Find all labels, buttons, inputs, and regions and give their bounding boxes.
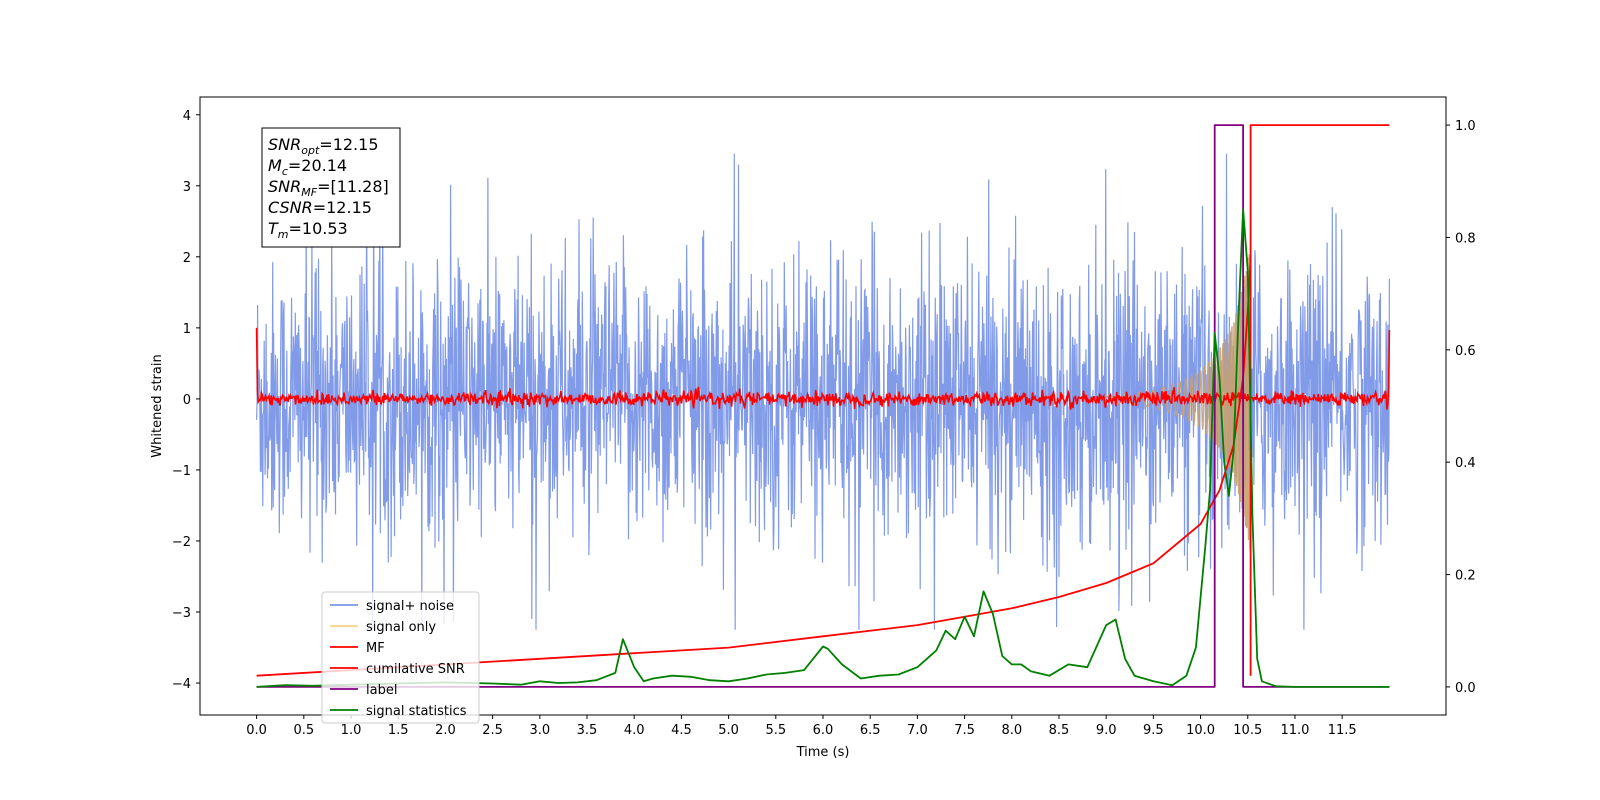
info-symbol: SNR [268,177,301,196]
x-tick-label: 9.5 [1143,723,1164,738]
x-tick-label: 11.0 [1280,723,1309,738]
x-tick-label: 2.0 [435,723,456,738]
info-box-frame [261,127,401,248]
x-tick-label: 5.0 [718,723,739,738]
y-tick-label: −1 [172,464,191,479]
x-tick-label: 0.5 [293,723,314,738]
x-tick-label: 7.0 [907,723,928,738]
signal-statistics-line [256,208,1390,688]
legend: signal+ noise signal only MF cumilative SNR… [321,591,480,724]
legend-label: label [366,683,397,698]
x-tick-label: 7.5 [954,723,975,738]
info-value: =10.53 [289,219,348,238]
info-value: =[11.28] [317,177,389,196]
info-symbol: T [268,219,279,238]
info-subscript: opt [301,144,320,157]
info-subscript: MF [301,186,317,199]
info-value: =12.15 [313,198,372,217]
x-tick-label: 1.5 [388,723,409,738]
label-line [256,124,1390,688]
legend-label: signal only [366,620,436,635]
y-tick-label: 3 [183,180,191,195]
y-tick-label: −3 [172,606,191,621]
x-tick-label: 6.0 [813,723,834,738]
y2-tick-label: 0.4 [1455,456,1476,471]
y2-tick-label: 0.6 [1455,344,1476,359]
info-csnr: CSNR=12.15 [268,198,372,217]
y2-tick-label: 0.8 [1455,231,1476,246]
info-symbol: SNR [268,135,301,154]
x-tick-label: 6.5 [860,723,881,738]
x-tick-label: 0.0 [246,723,267,738]
x-tick-label: 3.5 [577,723,598,738]
x-tick-label: 4.5 [671,723,692,738]
y2-tick-label: 1.0 [1455,119,1476,134]
signal-noise-line [256,153,1391,630]
info-value: =20.14 [288,156,347,175]
y-tick-label: 4 [183,109,191,124]
info-symbol: M [268,156,282,175]
plot-area [255,124,1391,688]
info-symbol: CSNR [268,198,313,217]
x-tick-label: 11.5 [1328,723,1357,738]
x-tick-label: 8.0 [1001,723,1022,738]
legend-label: cumilative SNR [366,662,465,677]
info-subscript: c [282,165,288,178]
x-tick-label: 5.5 [765,723,786,738]
legend-label: signal statistics [366,704,467,719]
x-tick-label: 10.0 [1186,723,1215,738]
y2-tick-label: 0.0 [1455,681,1476,696]
y-axis-label: Whitened strain [150,354,165,457]
info-snr-mf: SNRMF=[11.28] [268,177,389,199]
x-tick-label: 10.5 [1233,723,1262,738]
info-mc: Mc=20.14 [268,156,347,178]
label-step-line [1249,124,1390,676]
y-tick-label: −4 [172,677,191,692]
info-annotation-box: SNRopt=12.15Mc=20.14SNRMF=[11.28]CSNR=12… [261,127,401,248]
legend-label: MF [366,641,385,656]
x-tick-label: 1.0 [341,723,362,738]
x-tick-label: 8.5 [1049,723,1070,738]
x-axis-label: Time (s) [796,745,850,760]
series-group [255,124,1391,688]
x-tick-label: 2.5 [482,723,503,738]
signal-only-line [1105,247,1252,550]
info-value: =12.15 [319,135,378,154]
legend-label: signal+ noise [366,599,454,614]
x-tick-label: 4.0 [624,723,645,738]
info-tm: Tm=10.53 [268,219,348,241]
mf-line [255,327,1391,410]
x-tick-label: 9.0 [1096,723,1117,738]
tick-marks: 0.0 0.5 1.0 1.5 2.0 2.5 3.0 3.5 4.0 4.5 5.0 5.5 6.0 6… [172,109,1476,738]
info-snr-opt: SNRopt=12.15 [268,135,379,157]
y-tick-label: 0 [183,393,191,408]
y-tick-label: 2 [183,251,191,266]
y2-tick-label: 0.2 [1455,569,1476,584]
x-tick-label: 3.0 [529,723,550,738]
info-subscript: m [278,228,289,241]
legend-frame [321,591,480,724]
y-tick-label: 1 [183,322,191,337]
y-tick-label: −2 [172,535,191,550]
